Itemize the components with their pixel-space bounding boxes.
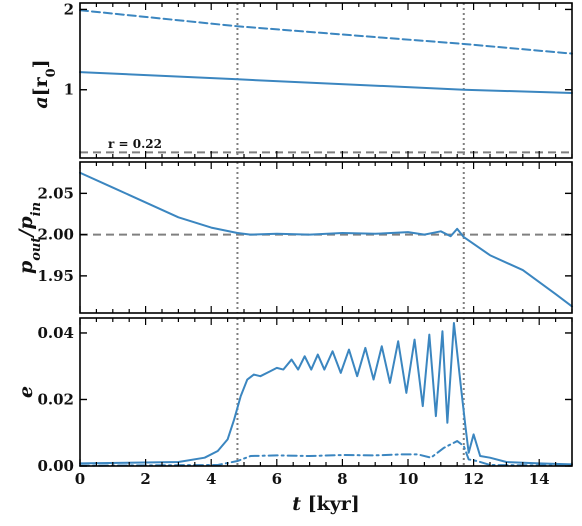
ratio-annotation: r = 0.22 [108,137,162,151]
panel-eccentricity: 0.00 0.02 0.04 0 2 4 6 8 10 12 14 e t [kyr] [15,317,573,515]
panel-frame [79,2,573,159]
panel-frame [79,161,573,314]
y-tick-label: 2.00 [37,226,74,244]
y-tick-label: 2 [64,0,74,18]
x-tick-label: 4 [206,470,216,488]
y-tick-label: 0.02 [37,390,74,408]
y-axis-label-period-ratio: pout/pin [15,202,44,274]
y-tick-label: 1.95 [37,267,74,285]
panel-semimajor-axis: 1 2 r = 0.22 a[r0] [30,0,573,159]
series-line-solid [79,71,573,94]
y-tick-label: 0.04 [37,324,74,342]
y-tick-label: 1 [64,81,74,99]
x-tick-label: 10 [398,470,419,488]
y-tick-label: 2.05 [37,184,74,202]
x-tick-label: 12 [463,470,484,488]
series-line-dashdot [79,440,573,467]
x-tick-label: 14 [529,470,550,488]
panel-frame [79,317,573,467]
y-tick-label: 0.00 [37,457,74,475]
x-tick-label: 2 [140,470,150,488]
x-tick-label: 8 [337,470,347,488]
x-tick-label: 6 [272,470,282,488]
y-axis-label-e: e [15,386,37,398]
x-tick-label: 0 [75,470,85,488]
series-line-solid [79,321,573,466]
series-line-dashed [79,9,573,55]
y-axis-label-a: a[r0] [30,59,59,108]
x-axis-label: t [kyr] [292,493,360,515]
series-line-solid [79,171,573,308]
panel-period-ratio: 1.95 2.00 2.05 pout/pin [15,161,573,314]
